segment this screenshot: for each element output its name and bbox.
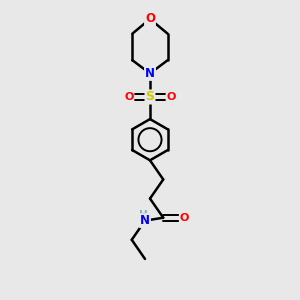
Text: O: O [180, 213, 189, 223]
Text: H: H [139, 210, 148, 220]
Text: O: O [124, 92, 134, 102]
Text: S: S [146, 91, 154, 103]
Text: N: N [145, 67, 155, 80]
Text: N: N [140, 214, 150, 227]
Text: O: O [145, 13, 155, 26]
Text: O: O [167, 92, 176, 102]
